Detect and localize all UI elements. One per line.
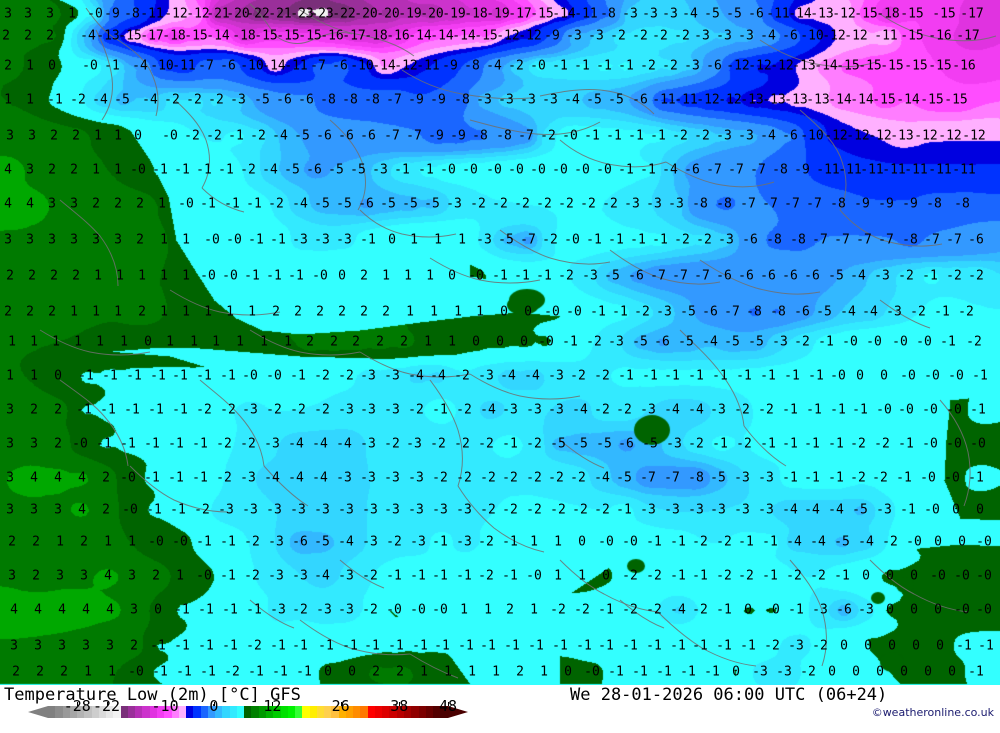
colorbar-low-arrow: [28, 706, 48, 718]
colorbar-swatch: [193, 706, 201, 718]
colorbar-swatch: [338, 706, 346, 718]
colorbar-swatch: [200, 706, 208, 718]
colorbar-swatch: [142, 706, 150, 718]
colorbar-swatch: [236, 706, 245, 718]
colorbar-swatch: [287, 706, 296, 718]
colorbar-swatch: [418, 706, 426, 718]
colorbar-tick: [165, 702, 167, 706]
colorbar-tick: [399, 702, 401, 706]
copyright-notice: ©weatheronline.co.uk: [871, 706, 994, 719]
colorbar-swatch: [396, 706, 405, 718]
colorbar-tick: [213, 702, 215, 706]
colorbar-tick: [272, 702, 274, 706]
colorbar-swatch: [265, 706, 274, 718]
temperature-contour-canvas: [0, 0, 1000, 685]
colorbar-swatch: [411, 706, 419, 718]
colorbar-swatch: [302, 706, 310, 718]
colorbar-tick-label: 0: [209, 697, 219, 715]
colorbar-swatch: [433, 706, 441, 718]
colorbar-swatch: [367, 706, 375, 718]
colorbar-swatch: [77, 706, 85, 718]
colorbar-swatch: [309, 706, 317, 718]
colorbar-swatch: [84, 706, 92, 718]
colorbar-tick: [106, 702, 108, 706]
colorbar-tick-label: 48: [438, 697, 458, 715]
colorbar-swatch: [295, 706, 303, 718]
colorbar-tick-labels: -28 -22 -10 0 12 26 38 48: [0, 698, 500, 714]
colorbar-swatch: [280, 706, 288, 718]
colorbar-swatch: [164, 706, 172, 718]
colorbar-swatch: [207, 706, 216, 718]
colorbar-swatch: [244, 706, 252, 718]
colorbar-swatch: [120, 706, 128, 718]
colorbar-swatch: [374, 706, 383, 718]
colorbar-swatch: [91, 706, 99, 718]
colorbar-swatch: [135, 706, 143, 718]
colorbar-swatch: [127, 706, 136, 718]
colorbar-high-arrow: [448, 706, 468, 718]
colorbar-swatch: [113, 706, 121, 718]
colorbar-swatch: [149, 706, 157, 718]
colorbar[interactable]: [28, 702, 488, 718]
colorbar-swatch: [178, 706, 187, 718]
colorbar-swatch: [273, 706, 281, 718]
colorbar-swatch: [316, 706, 325, 718]
colorbar-swatch: [440, 706, 448, 718]
colorbar-tick: [448, 702, 449, 706]
colorbar-swatch: [69, 706, 78, 718]
colorbar-swatch: [251, 706, 259, 718]
colorbar-swatch: [98, 706, 107, 718]
colorbar-swatch: [353, 706, 361, 718]
colorbar-swatch: [222, 706, 230, 718]
colorbar-tick: [77, 702, 79, 706]
colorbar-swatch: [62, 706, 70, 718]
colorbar-swatch: [215, 706, 223, 718]
colorbar-swatch: [324, 706, 332, 718]
colorbar-swatch: [331, 706, 339, 718]
legend-title: Temperature Low (2m) [°C] GFS: [4, 685, 301, 705]
colorbar-swatches: [48, 706, 448, 718]
colorbar-tick-label: -22: [92, 697, 121, 715]
colorbar-swatch: [360, 706, 368, 718]
colorbar-tick-label: -10: [151, 697, 179, 715]
colorbar-swatch: [382, 706, 390, 718]
legend-bar: Temperature Low (2m) [°C] GFS We 28-01-2…: [0, 685, 1000, 733]
colorbar-tick-label: 12: [263, 697, 282, 715]
colorbar-tick-label: 38: [390, 697, 409, 715]
colorbar-swatch: [186, 706, 194, 718]
colorbar-swatch: [345, 706, 354, 718]
colorbar-swatch: [55, 706, 63, 718]
temperature-map[interactable]: 3 3 3 1 -0 -9 -8 -11 -12 -12 -21 -20 -22 -21 -23 -23 -22…: [0, 0, 1000, 685]
colorbar-swatch: [404, 706, 412, 718]
colorbar-swatch: [48, 706, 56, 718]
colorbar-swatch: [156, 706, 165, 718]
colorbar-swatch: [106, 706, 114, 718]
colorbar-tick-label: -28: [63, 697, 91, 715]
valid-datetime: We 28-01-2026 06:00 UTC (06+24): [570, 685, 888, 705]
colorbar-tick: [340, 702, 342, 706]
colorbar-swatch: [389, 706, 397, 718]
colorbar-swatch: [229, 706, 237, 718]
colorbar-swatch: [258, 706, 266, 718]
colorbar-tick-label: 26: [331, 697, 350, 715]
colorbar-swatch: [171, 706, 179, 718]
colorbar-swatch: [425, 706, 434, 718]
